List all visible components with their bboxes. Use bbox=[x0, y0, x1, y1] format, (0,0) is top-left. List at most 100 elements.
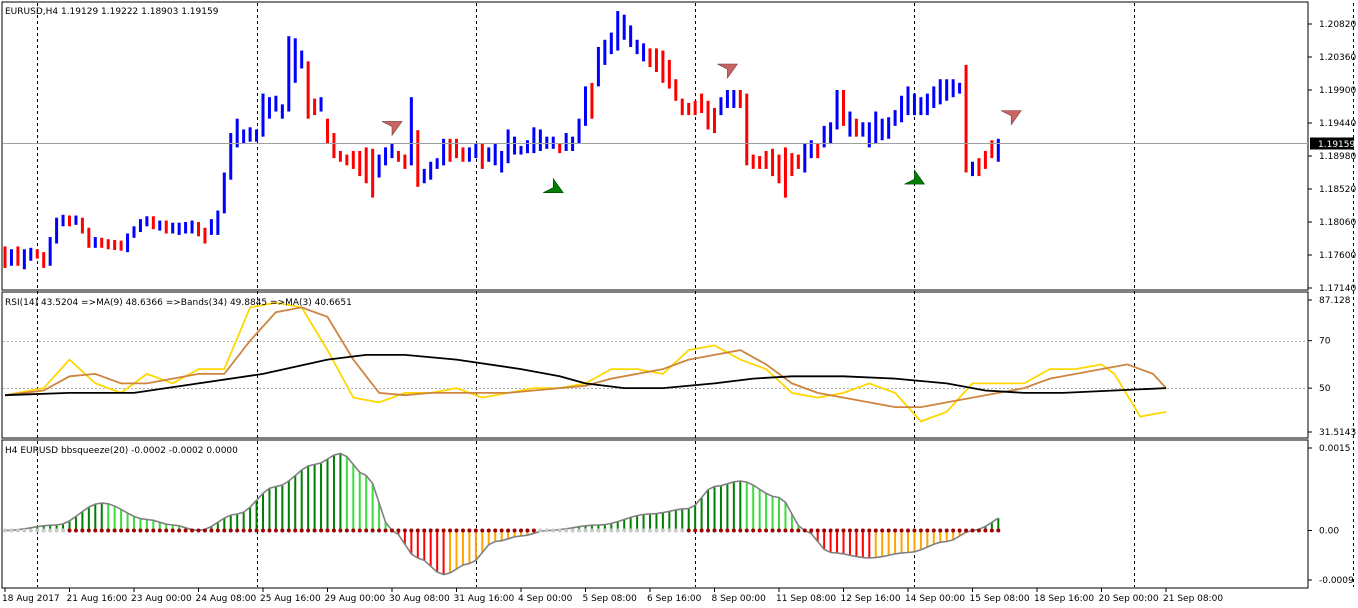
bb-bar-108 bbox=[700, 497, 703, 531]
bb-dot-41 bbox=[267, 528, 272, 533]
bb-bar-34 bbox=[223, 518, 226, 531]
price-bar-48 bbox=[313, 98, 317, 116]
rsi-axis: 87.128 70 50 31.5143 bbox=[1308, 296, 1356, 438]
price-tick-label-4: 1.18980 bbox=[1319, 152, 1356, 162]
bb-dot-130 bbox=[841, 528, 846, 533]
time-tick-label-3: 24 Aug 08:00 bbox=[196, 594, 257, 604]
bb-bar-62 bbox=[403, 530, 406, 545]
bb-bar-91 bbox=[590, 525, 593, 531]
bb-bar-93 bbox=[603, 524, 606, 531]
price-bar-120 bbox=[777, 154, 781, 184]
bb-dot-0 bbox=[3, 528, 7, 533]
bb-bar-43 bbox=[281, 485, 284, 531]
bb-dot-139 bbox=[899, 528, 904, 533]
bb-dot-49 bbox=[319, 528, 324, 533]
bb-bar-61 bbox=[397, 530, 400, 535]
price-bar-14 bbox=[93, 237, 97, 248]
bb-dot-38 bbox=[248, 528, 253, 533]
price-bar-129 bbox=[835, 90, 839, 130]
bb-tick-label-0: 0.0015 bbox=[1319, 444, 1351, 454]
bb-dot-80 bbox=[519, 528, 523, 533]
bb-dot-89 bbox=[577, 528, 582, 533]
price-bar-104 bbox=[674, 79, 678, 101]
bb-bar-142 bbox=[919, 530, 922, 550]
bb-bar-54 bbox=[352, 464, 355, 531]
price-bar-29 bbox=[190, 220, 194, 234]
bb-dot-27 bbox=[177, 528, 182, 533]
bb-dot-91 bbox=[589, 528, 594, 533]
price-bar-146 bbox=[945, 79, 949, 101]
time-tick-label-9: 5 Sep 08:00 bbox=[583, 594, 638, 604]
price-bar-82 bbox=[532, 127, 536, 154]
price-bar-62 bbox=[403, 154, 407, 169]
rsi-tick-label-0: 87.128 bbox=[1319, 296, 1351, 306]
bb-dot-112 bbox=[725, 528, 730, 533]
bb-dot-66 bbox=[428, 528, 433, 533]
bb-dot-39 bbox=[254, 528, 259, 533]
bb-dot-30 bbox=[196, 528, 201, 533]
price-bar-69 bbox=[448, 138, 452, 162]
bb-dot-79 bbox=[512, 528, 517, 533]
price-bar-90 bbox=[584, 86, 587, 126]
bb-bar-19 bbox=[126, 513, 129, 531]
time-tick-label-8: 4 Sep 00:00 bbox=[518, 594, 573, 604]
bb-bar-45 bbox=[294, 475, 297, 531]
bb-dot-102 bbox=[660, 528, 665, 533]
bb-bar-41 bbox=[268, 488, 271, 531]
bb-dot-124 bbox=[802, 528, 807, 533]
bb-dot-141 bbox=[912, 528, 917, 533]
bb-dot-119 bbox=[770, 528, 775, 533]
price-bar-33 bbox=[216, 210, 220, 235]
price-bar-44 bbox=[287, 36, 291, 112]
price-bar-99 bbox=[642, 43, 646, 62]
bb-dot-111 bbox=[718, 528, 723, 533]
bb-bar-77 bbox=[500, 530, 503, 541]
bb-dot-149 bbox=[964, 528, 969, 533]
bb-dot-28 bbox=[183, 528, 188, 533]
bb-bar-97 bbox=[629, 517, 632, 531]
bb-bar-147 bbox=[952, 530, 955, 540]
bb-bar-115 bbox=[745, 482, 748, 531]
bb-dot-142 bbox=[918, 528, 923, 533]
bb-bar-36 bbox=[236, 514, 239, 531]
bb-tick-label-2: -0.0009 bbox=[1319, 576, 1354, 586]
bb-bar-135 bbox=[874, 530, 877, 558]
price-bar-134 bbox=[867, 122, 871, 148]
rsi-tick-label-2: 50 bbox=[1319, 384, 1331, 394]
rsi-tick-label-3: 31.5143 bbox=[1319, 428, 1356, 438]
bb-dot-132 bbox=[854, 528, 859, 533]
bb-bar-72 bbox=[468, 530, 471, 564]
price-bar-84 bbox=[545, 136, 549, 149]
bb-dot-62 bbox=[402, 528, 407, 533]
bb-bar-44 bbox=[287, 481, 290, 531]
bb-dot-100 bbox=[648, 528, 652, 533]
bb-dot-123 bbox=[796, 528, 801, 533]
bb-dot-106 bbox=[686, 528, 691, 533]
bb-bar-46 bbox=[300, 470, 303, 531]
bb-dot-90 bbox=[583, 528, 588, 533]
price-bar-86 bbox=[558, 143, 562, 154]
bb-bar-37 bbox=[242, 512, 245, 531]
rsi-tick-label-1: 70 bbox=[1319, 337, 1331, 347]
price-bar-141 bbox=[912, 93, 916, 116]
bb-dot-87 bbox=[564, 528, 569, 533]
bb-bar-63 bbox=[410, 530, 413, 554]
price-bar-103 bbox=[667, 59, 671, 89]
bb-bar-137 bbox=[887, 530, 890, 556]
bb-dot-82 bbox=[531, 528, 536, 533]
time-tick-label-5: 29 Aug 00:00 bbox=[325, 594, 386, 604]
time-tick-label-6: 30 Aug 08:00 bbox=[389, 594, 450, 604]
bb-bar-15 bbox=[100, 503, 103, 531]
bb-dot-135 bbox=[873, 528, 878, 533]
bb-bar-146 bbox=[945, 530, 948, 542]
bb-dot-98 bbox=[635, 528, 640, 533]
bb-dot-13 bbox=[86, 528, 91, 533]
price-bar-150 bbox=[971, 161, 974, 177]
price-bar-60 bbox=[390, 143, 394, 159]
price-bar-108 bbox=[700, 93, 704, 113]
price-bar-37 bbox=[242, 129, 246, 144]
bb-bar-14 bbox=[94, 504, 97, 531]
bb-dot-120 bbox=[777, 528, 781, 533]
bb-bar-116 bbox=[752, 485, 755, 531]
bb-dot-140 bbox=[906, 528, 910, 533]
